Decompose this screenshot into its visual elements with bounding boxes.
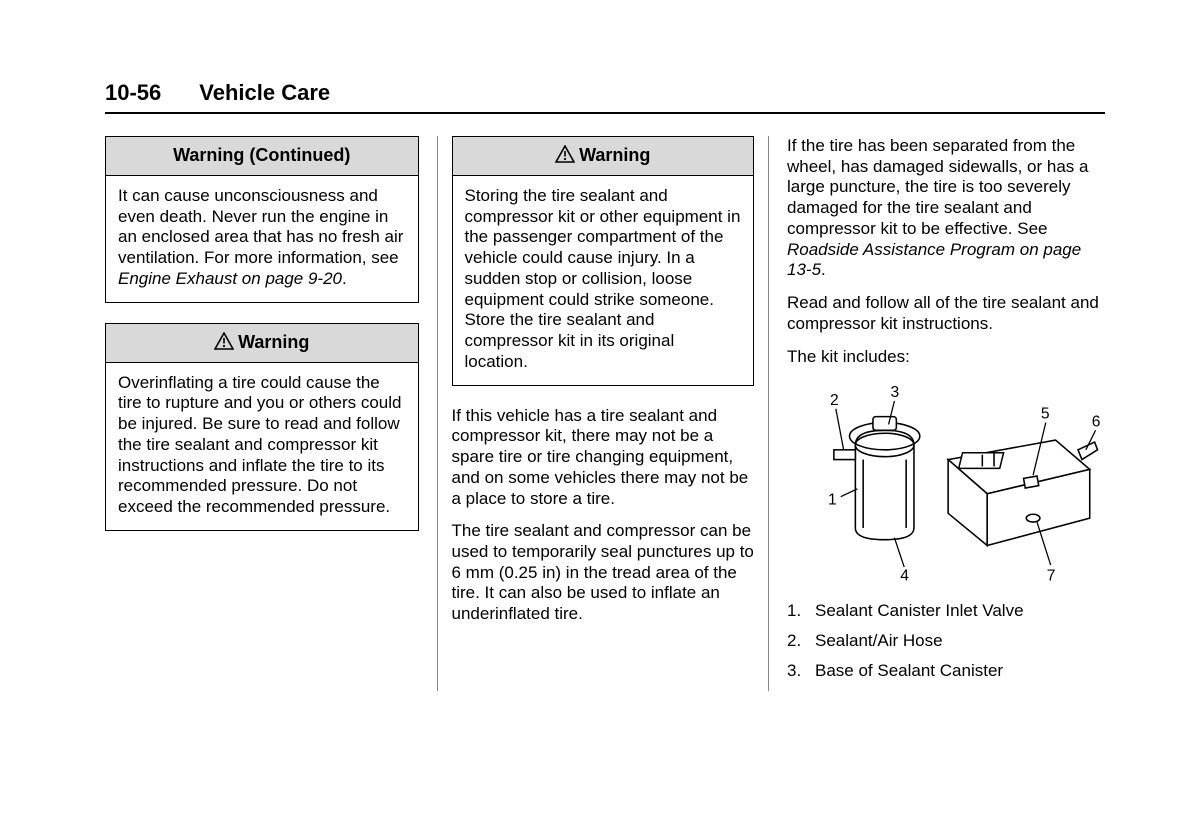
callout-7: 7 (1047, 568, 1056, 585)
list-item: Sealant Canister Inlet Valve (787, 601, 1100, 622)
callout-6: 6 (1092, 414, 1100, 431)
body-paragraph: Read and follow all of the tire sealant … (787, 293, 1100, 334)
warning-box-continued: Warning (Continued) It can cause unconsc… (105, 136, 419, 303)
callout-2: 2 (830, 392, 839, 409)
page-header: 10-56 Vehicle Care (105, 80, 1105, 114)
callout-5: 5 (1041, 406, 1050, 423)
column-1: Warning (Continued) It can cause unconsc… (105, 136, 437, 691)
warning-title: Warning (238, 332, 309, 352)
body-paragraph: If the tire has been separated from the … (787, 136, 1100, 281)
body-text-post: . (821, 260, 826, 279)
cross-ref: Roadside Assistance Program on page 13-5 (787, 240, 1081, 280)
callout-1: 1 (828, 492, 837, 509)
list-item: Base of Sealant Canister (787, 661, 1100, 682)
column-3: If the tire has been separated from the … (768, 136, 1100, 691)
warning-text-post: . (342, 269, 347, 288)
body-paragraph: The kit includes: (787, 347, 1100, 368)
warning-body: It can cause unconsciousness and even de… (106, 176, 418, 302)
warning-title: Warning (579, 145, 650, 165)
kit-list: Sealant Canister Inlet Valve Sealant/Air… (787, 601, 1100, 681)
warning-body: Overinflating a tire could cause the tir… (106, 363, 418, 530)
warning-heading: Warning (453, 137, 754, 176)
content-columns: Warning (Continued) It can cause unconsc… (105, 136, 1105, 691)
warning-box-overinflate: Warning Overinflating a tire could cause… (105, 323, 419, 531)
warning-triangle-icon (214, 332, 234, 350)
body-paragraph: If this vehicle has a tire sealant and c… (452, 406, 755, 510)
list-item: Sealant/Air Hose (787, 631, 1100, 652)
body-paragraph: The tire sealant and compressor can be u… (452, 521, 755, 625)
page-number: 10-56 (105, 80, 161, 106)
section-title: Vehicle Care (199, 80, 330, 106)
warning-body: Storing the tire sealant and compressor … (453, 176, 754, 385)
warning-triangle-icon (555, 145, 575, 163)
warning-heading: Warning (Continued) (106, 137, 418, 176)
callout-3: 3 (891, 384, 900, 401)
column-2: Warning Storing the tire sealant and com… (437, 136, 769, 691)
warning-heading: Warning (106, 324, 418, 363)
kit-diagram: 1 2 3 4 5 6 7 (787, 379, 1100, 589)
warning-box-storing: Warning Storing the tire sealant and com… (452, 136, 755, 386)
warning-text: It can cause unconsciousness and even de… (118, 186, 403, 267)
cross-ref: Engine Exhaust on page 9-20 (118, 269, 342, 288)
body-text: If the tire has been separated from the … (787, 136, 1088, 238)
callout-4: 4 (900, 568, 909, 585)
